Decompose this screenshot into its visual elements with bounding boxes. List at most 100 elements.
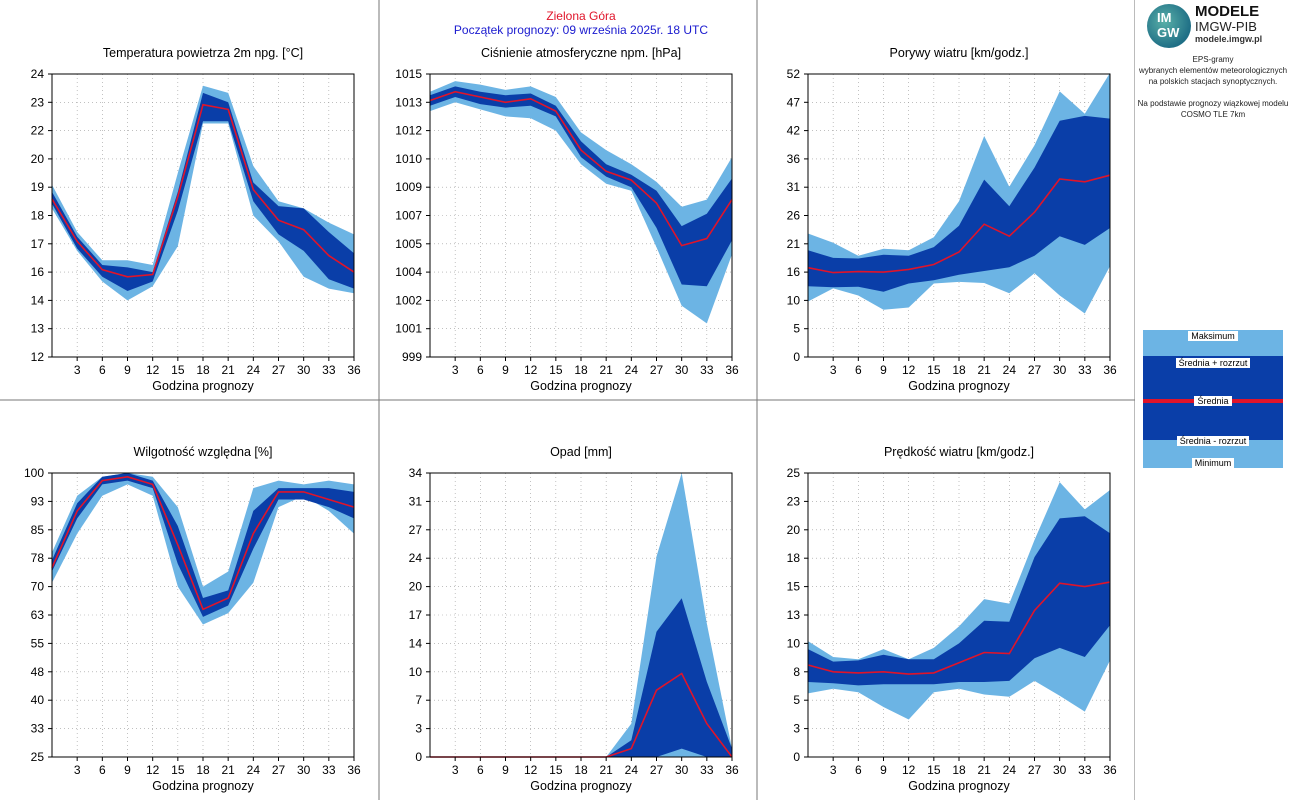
y-tick-label: 31 <box>409 494 423 508</box>
y-tick-label: 14 <box>31 293 45 307</box>
info-line-3: na polskich stacjach synoptycznych. <box>1148 77 1278 86</box>
x-tick-label: 30 <box>675 763 689 777</box>
x-tick-label: 3 <box>830 763 837 777</box>
station-title: Zielona Góra <box>546 9 616 23</box>
x-tick-label: 9 <box>880 363 887 377</box>
x-tick-label: 12 <box>146 363 160 377</box>
x-tick-label: 36 <box>725 763 739 777</box>
x-axis-label: Godzina prognozy <box>530 379 632 393</box>
x-tick-label: 30 <box>297 363 311 377</box>
x-tick-label: 3 <box>74 363 81 377</box>
x-tick-label: 15 <box>927 363 941 377</box>
x-tick-label: 33 <box>1078 763 1092 777</box>
logo-globe-icon: IM GW <box>1147 4 1191 48</box>
y-tick-label: 27 <box>409 523 423 537</box>
x-tick-label: 9 <box>502 363 509 377</box>
y-tick-label: 24 <box>31 67 45 81</box>
x-tick-label: 3 <box>452 363 459 377</box>
x-axis-label: Godzina prognozy <box>152 379 254 393</box>
y-tick-label: 8 <box>793 665 800 679</box>
charts-canvas: Zielona Góra Początek prognozy: 09 wrześ… <box>0 0 1135 800</box>
y-tick-label: 12 <box>31 350 45 364</box>
x-tick-label: 33 <box>322 763 336 777</box>
series-spread-band <box>808 115 1110 292</box>
x-tick-label: 21 <box>599 363 613 377</box>
y-tick-label: 93 <box>31 494 45 508</box>
x-axis-label: Godzina prognozy <box>530 779 632 793</box>
x-axis-label: Godzina prognozy <box>152 779 254 793</box>
x-tick-label: 18 <box>574 363 588 377</box>
y-tick-label: 47 <box>787 95 801 109</box>
legend-label-mean: Średnia <box>1143 396 1283 407</box>
y-tick-label: 1005 <box>395 237 422 251</box>
x-tick-label: 9 <box>124 763 131 777</box>
x-tick-label: 27 <box>272 363 286 377</box>
x-tick-label: 27 <box>650 763 664 777</box>
y-tick-label: 1015 <box>395 67 422 81</box>
y-tick-label: 16 <box>31 265 45 279</box>
chart-title: Ciśnienie atmosferyczne npm. [hPa] <box>481 46 681 60</box>
x-tick-label: 27 <box>650 363 664 377</box>
x-tick-label: 24 <box>625 763 639 777</box>
chart-title: Temperatura powietrza 2m npg. [°C] <box>103 46 303 60</box>
chart-gusts: 3 6 9 12 15 18 21 24 27 30 33 360510162126313642475… <box>787 46 1117 393</box>
legend: Maksimum Średnia + rozrzut Średnia Średn… <box>1143 330 1283 468</box>
series-spread-band <box>430 598 732 757</box>
x-tick-label: 6 <box>99 363 106 377</box>
y-tick-label: 3 <box>793 722 800 736</box>
y-tick-label: 15 <box>787 580 801 594</box>
info-line-4: Na podstawie prognozy wiązkowej modelu <box>1137 99 1289 108</box>
x-tick-label: 27 <box>1028 763 1042 777</box>
x-tick-label: 30 <box>1053 763 1067 777</box>
x-tick-label: 15 <box>171 763 185 777</box>
info-line-1: EPS-gramy <box>1192 55 1234 64</box>
x-tick-label: 9 <box>880 763 887 777</box>
y-tick-label: 78 <box>31 551 45 565</box>
x-tick-label: 3 <box>452 763 459 777</box>
y-tick-label: 1002 <box>395 293 422 307</box>
x-tick-label: 24 <box>247 763 261 777</box>
x-tick-label: 15 <box>927 763 941 777</box>
y-tick-label: 36 <box>787 152 801 166</box>
y-tick-label: 18 <box>31 209 45 223</box>
brand-title: MODELE <box>1195 3 1260 20</box>
x-tick-label: 18 <box>196 363 210 377</box>
y-tick-label: 16 <box>787 265 801 279</box>
x-tick-label: 3 <box>830 363 837 377</box>
y-tick-label: 70 <box>31 580 45 594</box>
y-tick-label: 20 <box>31 152 45 166</box>
info-text: EPS-gramy wybranych elementów meteorolog… <box>1135 54 1291 120</box>
x-tick-label: 12 <box>902 763 916 777</box>
series-mean-line <box>51 475 355 611</box>
y-tick-label: 5 <box>793 322 800 336</box>
chart-temp: 3 6 9 12 15 18 21 24 27 30 33 361213141617181920222… <box>31 46 361 393</box>
y-tick-label: 20 <box>787 523 801 537</box>
y-tick-label: 1007 <box>395 209 422 223</box>
y-tick-label: 52 <box>787 67 801 81</box>
y-tick-label: 13 <box>31 322 45 336</box>
y-tick-label: 23 <box>31 95 45 109</box>
x-tick-label: 18 <box>196 763 210 777</box>
x-tick-label: 9 <box>124 363 131 377</box>
x-axis-label: Godzina prognozy <box>908 779 1010 793</box>
x-tick-label: 36 <box>347 363 361 377</box>
x-tick-label: 6 <box>99 763 106 777</box>
info-line-5: COSMO TLE 7km <box>1180 110 1246 119</box>
chart-title: Porywy wiatru [km/godz.] <box>890 46 1029 60</box>
chart-precip: 3 6 9 12 15 18 21 24 27 30 33 360371014172024273134… <box>409 445 739 793</box>
y-tick-label: 1012 <box>395 124 422 138</box>
y-tick-label: 18 <box>787 551 801 565</box>
y-tick-label: 42 <box>787 124 801 138</box>
x-tick-label: 6 <box>477 363 484 377</box>
y-tick-label: 1010 <box>395 152 422 166</box>
chart-title: Wilgotność względna [%] <box>134 445 273 459</box>
legend-label-mean-minus: Średnia - rozrzut <box>1143 436 1283 447</box>
x-tick-label: 6 <box>855 363 862 377</box>
y-tick-label: 1013 <box>395 95 422 109</box>
y-tick-label: 14 <box>409 636 423 650</box>
y-tick-label: 17 <box>31 237 45 251</box>
y-tick-label: 20 <box>409 580 423 594</box>
x-tick-label: 15 <box>549 763 563 777</box>
x-tick-label: 27 <box>272 763 286 777</box>
x-tick-label: 21 <box>977 763 991 777</box>
